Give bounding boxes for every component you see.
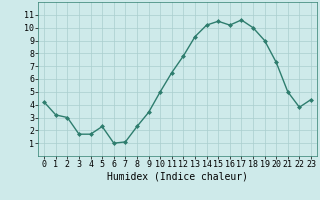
X-axis label: Humidex (Indice chaleur): Humidex (Indice chaleur) (107, 172, 248, 182)
